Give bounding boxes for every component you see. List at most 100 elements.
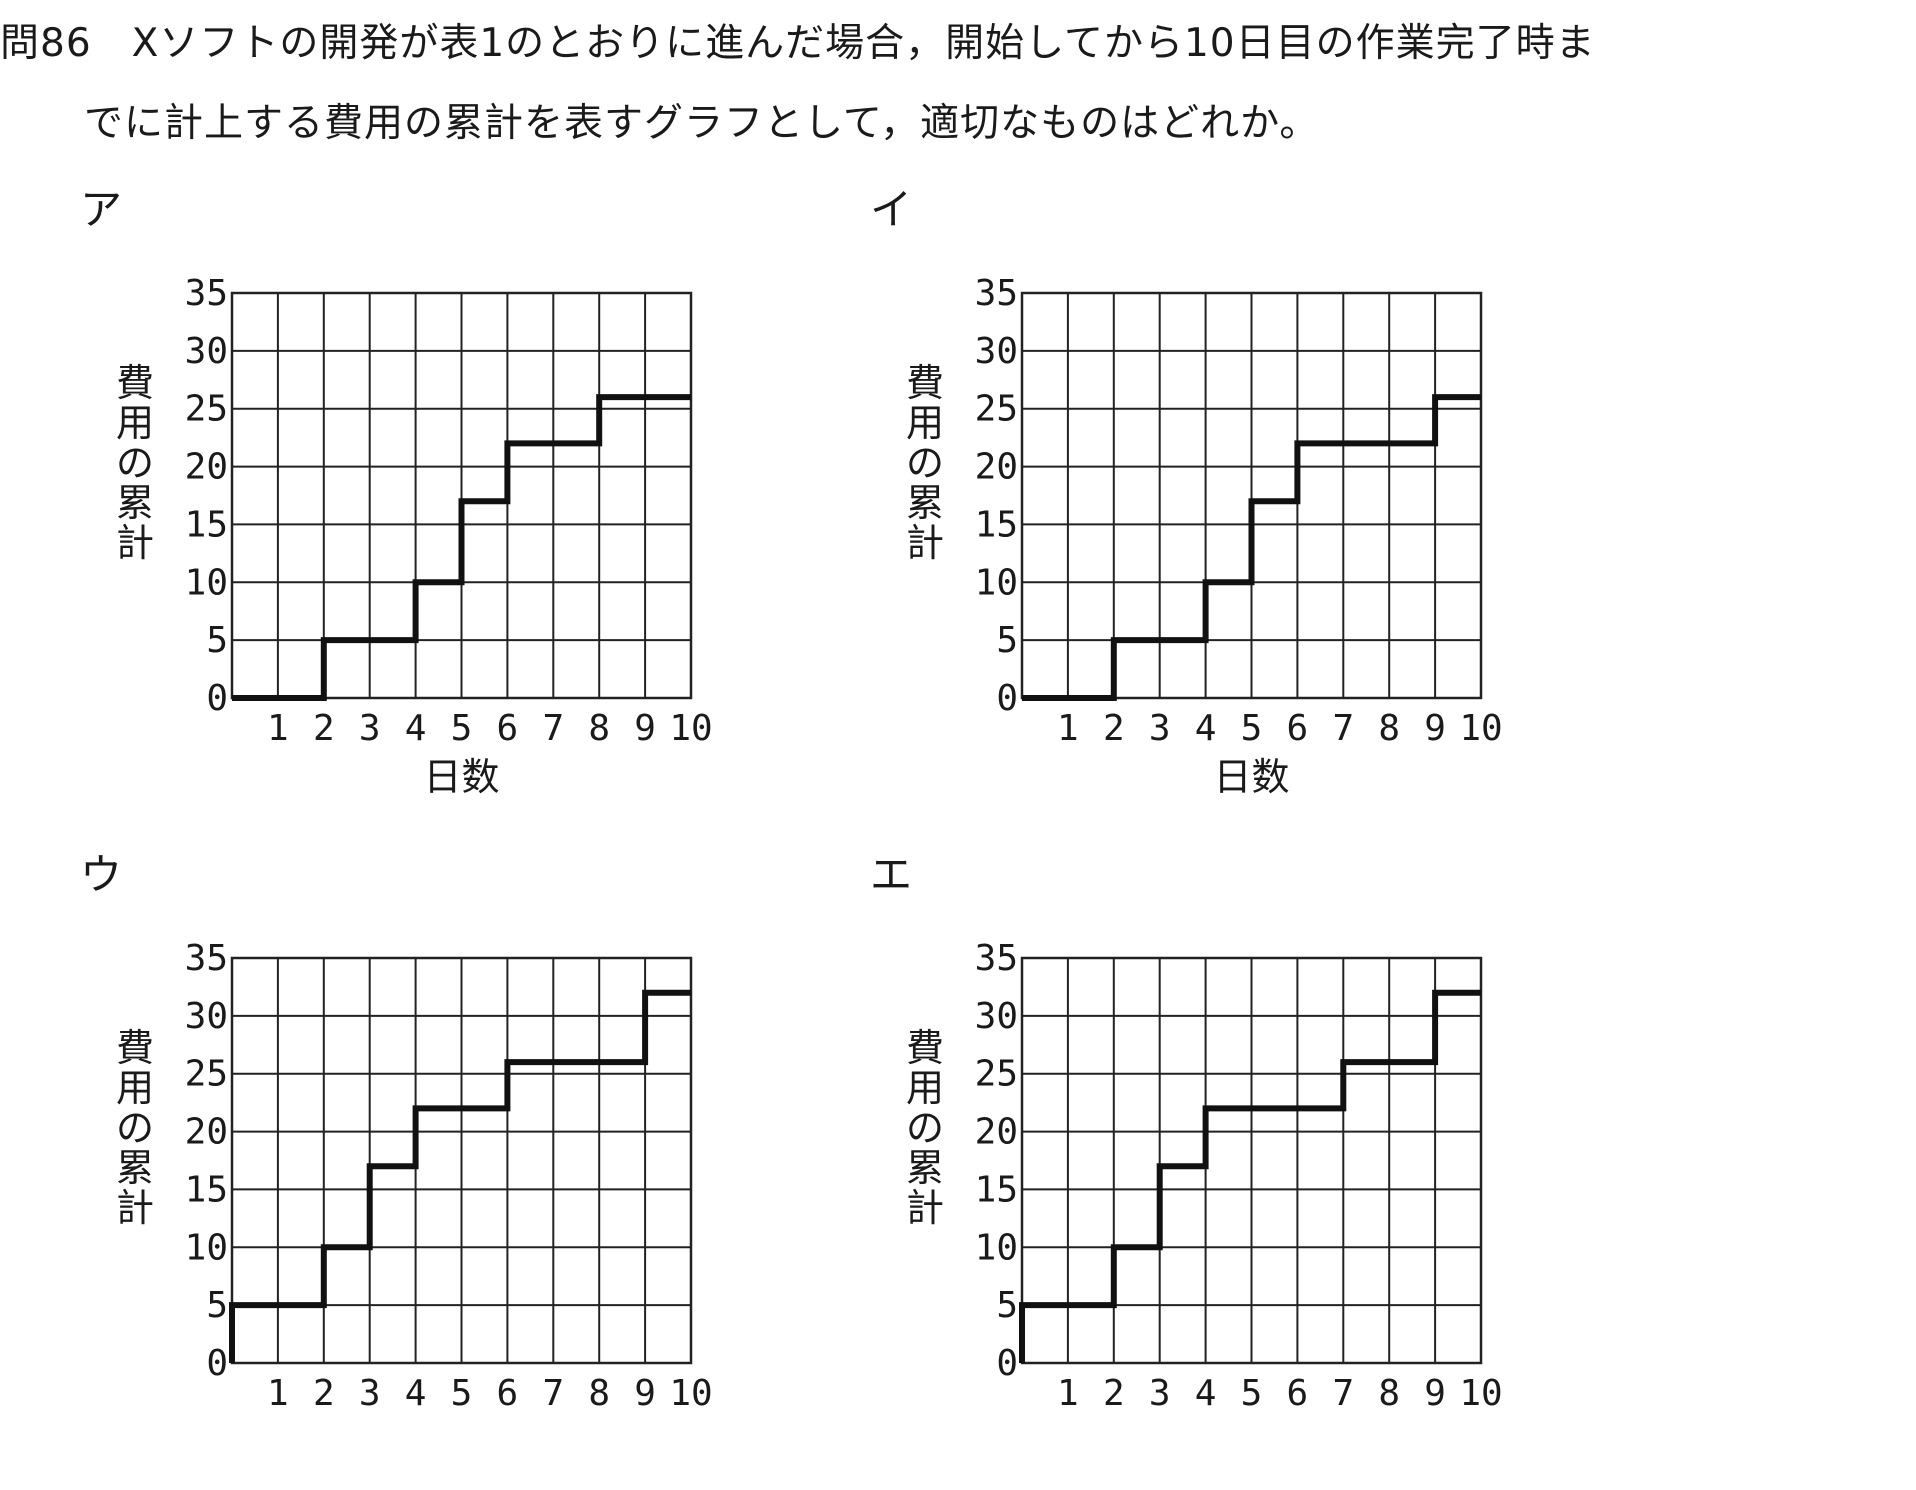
x-axis-title: 日数 (423, 755, 499, 799)
cost-step-line (1022, 394, 1481, 701)
y-tick-label: 0 (206, 678, 228, 719)
plot-frame (230, 956, 693, 1365)
y-tick-label: 15 (975, 1169, 1018, 1210)
cost-step-line (232, 394, 691, 701)
question-text: 問86 Xソフトの開発が表1のとおりに進んだ場合，開始してから10日目の作業完了… (0, 4, 1900, 164)
x-tick-label: 10 (1459, 1373, 1502, 1414)
y-tick-label: 10 (185, 562, 228, 603)
x-tick-label: 2 (313, 708, 335, 749)
x-tick-label: 2 (313, 1373, 335, 1414)
x-tick-label: 7 (542, 708, 564, 749)
y-axis-title: 費用の累計 (906, 1026, 944, 1230)
y-tick-label: 10 (975, 1227, 1018, 1268)
y-tick-label: 5 (206, 620, 228, 661)
x-tick-label: 6 (497, 708, 519, 749)
y-tick-label: 20 (185, 1112, 228, 1153)
x-tick-label: 4 (405, 1373, 427, 1414)
x-tick-label: 3 (1149, 708, 1171, 749)
y-tick-label: 0 (206, 1343, 228, 1384)
x-tick-label: 8 (588, 1373, 610, 1414)
y-tick-label: 5 (206, 1285, 228, 1326)
y-tick-label: 5 (996, 620, 1018, 661)
y-tick-label: 25 (185, 1054, 228, 1095)
x-tick-label: 2 (1103, 708, 1125, 749)
x-tick-label: 9 (634, 708, 656, 749)
y-tick-label: 30 (975, 331, 1018, 372)
x-tick-label: 7 (1332, 1373, 1354, 1414)
y-tick-label: 10 (975, 562, 1018, 603)
y-tick-label: 10 (185, 1227, 228, 1268)
option-label-i: イ (870, 185, 913, 234)
y-tick-label: 25 (975, 389, 1018, 430)
chart-panel-e: エ 0 5 10 15 20 25 30 35 1 2 3 4 5 6 7 8 9 10 費用の累計 (870, 850, 1750, 1490)
y-tick-label: 35 (975, 938, 1018, 979)
y-tick-label: 35 (185, 273, 228, 314)
y-tick-label: 20 (975, 1112, 1018, 1153)
x-tick-label: 3 (1149, 1373, 1171, 1414)
y-tick-label: 0 (996, 1343, 1018, 1384)
y-tick-label: 30 (185, 331, 228, 372)
option-label-u: ウ (80, 850, 123, 899)
y-axis-title: 費用の累計 (906, 361, 944, 565)
x-tick-label: 9 (1424, 708, 1446, 749)
y-tick-label: 35 (975, 273, 1018, 314)
x-axis-title: 日数 (1213, 755, 1289, 799)
x-tick-label: 9 (1424, 1373, 1446, 1414)
y-tick-label: 20 (975, 447, 1018, 488)
y-tick-label: 20 (185, 447, 228, 488)
plot-frame (1020, 956, 1483, 1365)
x-tick-label: 6 (1287, 708, 1309, 749)
y-tick-label: 35 (185, 938, 228, 979)
x-tick-label: 1 (1057, 1373, 1079, 1414)
x-tick-label: 6 (497, 1373, 519, 1414)
option-label-e: エ (870, 850, 913, 899)
x-tick-label: 1 (1057, 708, 1079, 749)
x-tick-label: 10 (669, 1373, 712, 1414)
question-line-1: 問86 Xソフトの開発が表1のとおりに進んだ場合，開始してから10日目の作業完了… (0, 21, 1596, 66)
y-tick-label: 5 (996, 1285, 1018, 1326)
cost-step-line (229, 989, 691, 1363)
x-tick-label: 4 (1195, 708, 1217, 749)
x-tick-label: 8 (588, 708, 610, 749)
x-tick-label: 5 (1241, 1373, 1263, 1414)
x-tick-label: 8 (1378, 1373, 1400, 1414)
question-line-2: でに計上する費用の累計を表すグラフとして，適切なものはどれか。 (84, 101, 1320, 146)
y-tick-label: 0 (996, 678, 1018, 719)
y-tick-label: 15 (975, 504, 1018, 545)
y-tick-label: 30 (185, 996, 228, 1037)
y-tick-label: 30 (975, 996, 1018, 1037)
option-label-a: ア (80, 185, 123, 234)
chart-panel-u: ウ 0 5 10 15 20 25 30 35 1 2 3 4 5 6 7 8 9 10 費用の累計 (80, 850, 960, 1490)
y-axis-title: 費用の累計 (116, 361, 154, 565)
plot-frame (1020, 291, 1483, 700)
x-tick-label: 3 (359, 1373, 381, 1414)
chart-panel-a: ア 0 5 10 15 20 25 30 35 1 2 3 4 5 6 7 8 9 10 日数 費用の累計 (80, 185, 960, 825)
plot-frame (230, 291, 693, 700)
x-tick-label: 1 (267, 708, 289, 749)
x-tick-label: 5 (451, 708, 473, 749)
x-tick-label: 10 (1459, 708, 1502, 749)
x-tick-label: 7 (1332, 708, 1354, 749)
x-tick-label: 10 (669, 708, 712, 749)
cost-step-line (1019, 989, 1481, 1363)
x-tick-label: 4 (405, 708, 427, 749)
x-tick-label: 9 (634, 1373, 656, 1414)
x-tick-label: 1 (267, 1373, 289, 1414)
y-tick-label: 25 (185, 389, 228, 430)
x-tick-label: 5 (451, 1373, 473, 1414)
y-tick-label: 15 (185, 504, 228, 545)
y-tick-label: 15 (185, 1169, 228, 1210)
y-tick-label: 25 (975, 1054, 1018, 1095)
x-tick-label: 6 (1287, 1373, 1309, 1414)
y-axis-title: 費用の累計 (116, 1026, 154, 1230)
x-tick-label: 2 (1103, 1373, 1125, 1414)
x-tick-label: 7 (542, 1373, 564, 1414)
x-tick-label: 5 (1241, 708, 1263, 749)
chart-panel-i: イ 0 5 10 15 20 25 30 35 1 2 3 4 5 6 7 8 9 10 日数 費用の累計 (870, 185, 1750, 825)
x-tick-label: 8 (1378, 708, 1400, 749)
x-tick-label: 4 (1195, 1373, 1217, 1414)
